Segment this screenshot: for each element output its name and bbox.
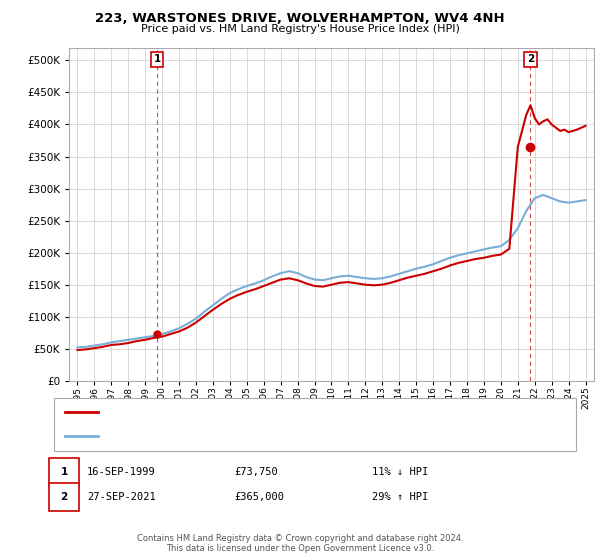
- Text: 2: 2: [61, 492, 68, 502]
- Text: 2: 2: [527, 54, 534, 64]
- Text: HPI: Average price, detached house, Wolverhampton: HPI: Average price, detached house, Wolv…: [105, 431, 368, 441]
- Text: 29% ↑ HPI: 29% ↑ HPI: [372, 492, 428, 502]
- Text: Contains HM Land Registry data © Crown copyright and database right 2024.
This d: Contains HM Land Registry data © Crown c…: [137, 534, 463, 553]
- Text: 1: 1: [154, 54, 161, 64]
- Text: 16-SEP-1999: 16-SEP-1999: [87, 467, 156, 477]
- Text: £365,000: £365,000: [234, 492, 284, 502]
- Text: 27-SEP-2021: 27-SEP-2021: [87, 492, 156, 502]
- Text: 223, WARSTONES DRIVE, WOLVERHAMPTON, WV4 4NH: 223, WARSTONES DRIVE, WOLVERHAMPTON, WV4…: [95, 12, 505, 25]
- Text: 223, WARSTONES DRIVE, WOLVERHAMPTON, WV4 4NH (detached house): 223, WARSTONES DRIVE, WOLVERHAMPTON, WV4…: [105, 408, 470, 418]
- Text: 1: 1: [61, 467, 68, 477]
- Text: £73,750: £73,750: [234, 467, 278, 477]
- Text: 11% ↓ HPI: 11% ↓ HPI: [372, 467, 428, 477]
- Text: Price paid vs. HM Land Registry's House Price Index (HPI): Price paid vs. HM Land Registry's House …: [140, 24, 460, 34]
